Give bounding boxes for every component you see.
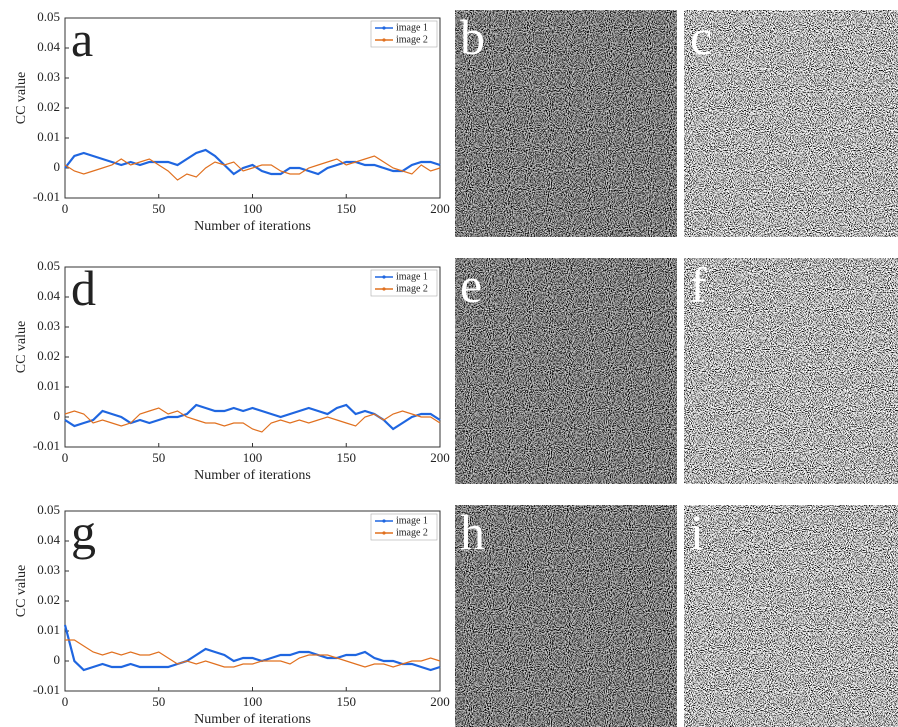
x-axis-label: Number of iterations: [194, 712, 311, 727]
legend-label: image 2: [396, 34, 428, 45]
noise-image: [455, 505, 677, 727]
x-tick-label: 200: [430, 694, 450, 709]
noise-image: [455, 10, 677, 237]
data-line: [64, 407, 441, 433]
legend-label: image 1: [396, 271, 428, 282]
legend-marker: [382, 531, 386, 535]
data-line: [63, 624, 441, 672]
y-tick-label: 0.03: [37, 562, 60, 577]
legend-label: image 1: [396, 22, 428, 33]
y-tick-label: 0.02: [37, 99, 60, 114]
y-tick-label: 0.04: [37, 288, 60, 303]
legend-box: [370, 513, 438, 541]
y-tick-label: 0.01: [37, 129, 60, 144]
y-tick-label: -0.01: [33, 189, 60, 204]
plot-area: [64, 510, 441, 692]
legend-label: image 1: [396, 515, 428, 526]
x-tick-label: 100: [243, 201, 263, 216]
y-tick-label: 0.02: [37, 592, 60, 607]
legend-marker: [382, 26, 386, 30]
legend-box: [370, 20, 438, 48]
noise-image: [684, 10, 898, 237]
data-line: [64, 155, 441, 181]
x-tick-label: 0: [62, 201, 69, 216]
panel-label: i: [690, 504, 704, 560]
x-tick-label: 150: [337, 450, 357, 465]
legend-label: image 2: [396, 283, 428, 294]
legend-marker: [382, 275, 386, 279]
noise-images: b c e f h i: [455, 9, 898, 727]
panel-label: b: [460, 9, 485, 65]
y-tick-label: 0.03: [37, 318, 60, 333]
y-tick-label: 0.05: [37, 9, 60, 24]
legend-marker: [382, 519, 386, 523]
x-tick-label: 0: [62, 450, 69, 465]
y-tick-label: -0.01: [33, 682, 60, 697]
y-tick-label: -0.01: [33, 438, 60, 453]
panel-label: h: [460, 504, 485, 560]
x-tick-label: 200: [430, 201, 450, 216]
x-tick-label: 200: [430, 450, 450, 465]
y-tick-label: 0.04: [37, 39, 60, 54]
noise-image: [684, 505, 898, 727]
y-tick-label: 0.02: [37, 348, 60, 363]
panel-label: c: [690, 9, 712, 65]
y-tick-label: 0: [54, 652, 61, 667]
x-axis-label: Number of iterations: [194, 219, 311, 234]
x-tick-label: 50: [152, 201, 165, 216]
noise-image: [455, 258, 677, 484]
legend-label: image 2: [396, 527, 428, 538]
x-tick-label: 100: [243, 450, 263, 465]
legend-marker: [382, 38, 386, 42]
panel-label: f: [690, 257, 707, 313]
noise-image: [684, 258, 898, 484]
y-axis-label: CC value: [14, 321, 29, 374]
panel-label: g: [71, 504, 96, 560]
x-axis-label: Number of iterations: [194, 468, 311, 483]
data-line: [65, 639, 441, 668]
panel-label: a: [71, 11, 93, 67]
legend-marker: [382, 287, 386, 291]
x-tick-label: 150: [337, 694, 357, 709]
x-tick-label: 50: [152, 450, 165, 465]
y-tick-label: 0.03: [37, 69, 60, 84]
legend-box: [370, 269, 438, 297]
y-tick-label: 0.01: [37, 378, 60, 393]
x-tick-label: 50: [152, 694, 165, 709]
y-tick-label: 0: [54, 408, 61, 423]
x-tick-label: 100: [243, 694, 263, 709]
y-tick-label: 0.05: [37, 258, 60, 273]
panel-label: d: [71, 260, 96, 316]
y-axis-label: CC value: [14, 565, 29, 618]
x-tick-label: 150: [337, 201, 357, 216]
panel-label: e: [460, 257, 482, 313]
y-axis-label: CC value: [14, 72, 29, 125]
x-tick-label: 0: [62, 694, 69, 709]
y-tick-label: 0.05: [37, 502, 60, 517]
y-tick-label: 0.04: [37, 532, 60, 547]
y-tick-label: 0.01: [37, 622, 60, 637]
y-tick-label: 0: [54, 159, 61, 174]
